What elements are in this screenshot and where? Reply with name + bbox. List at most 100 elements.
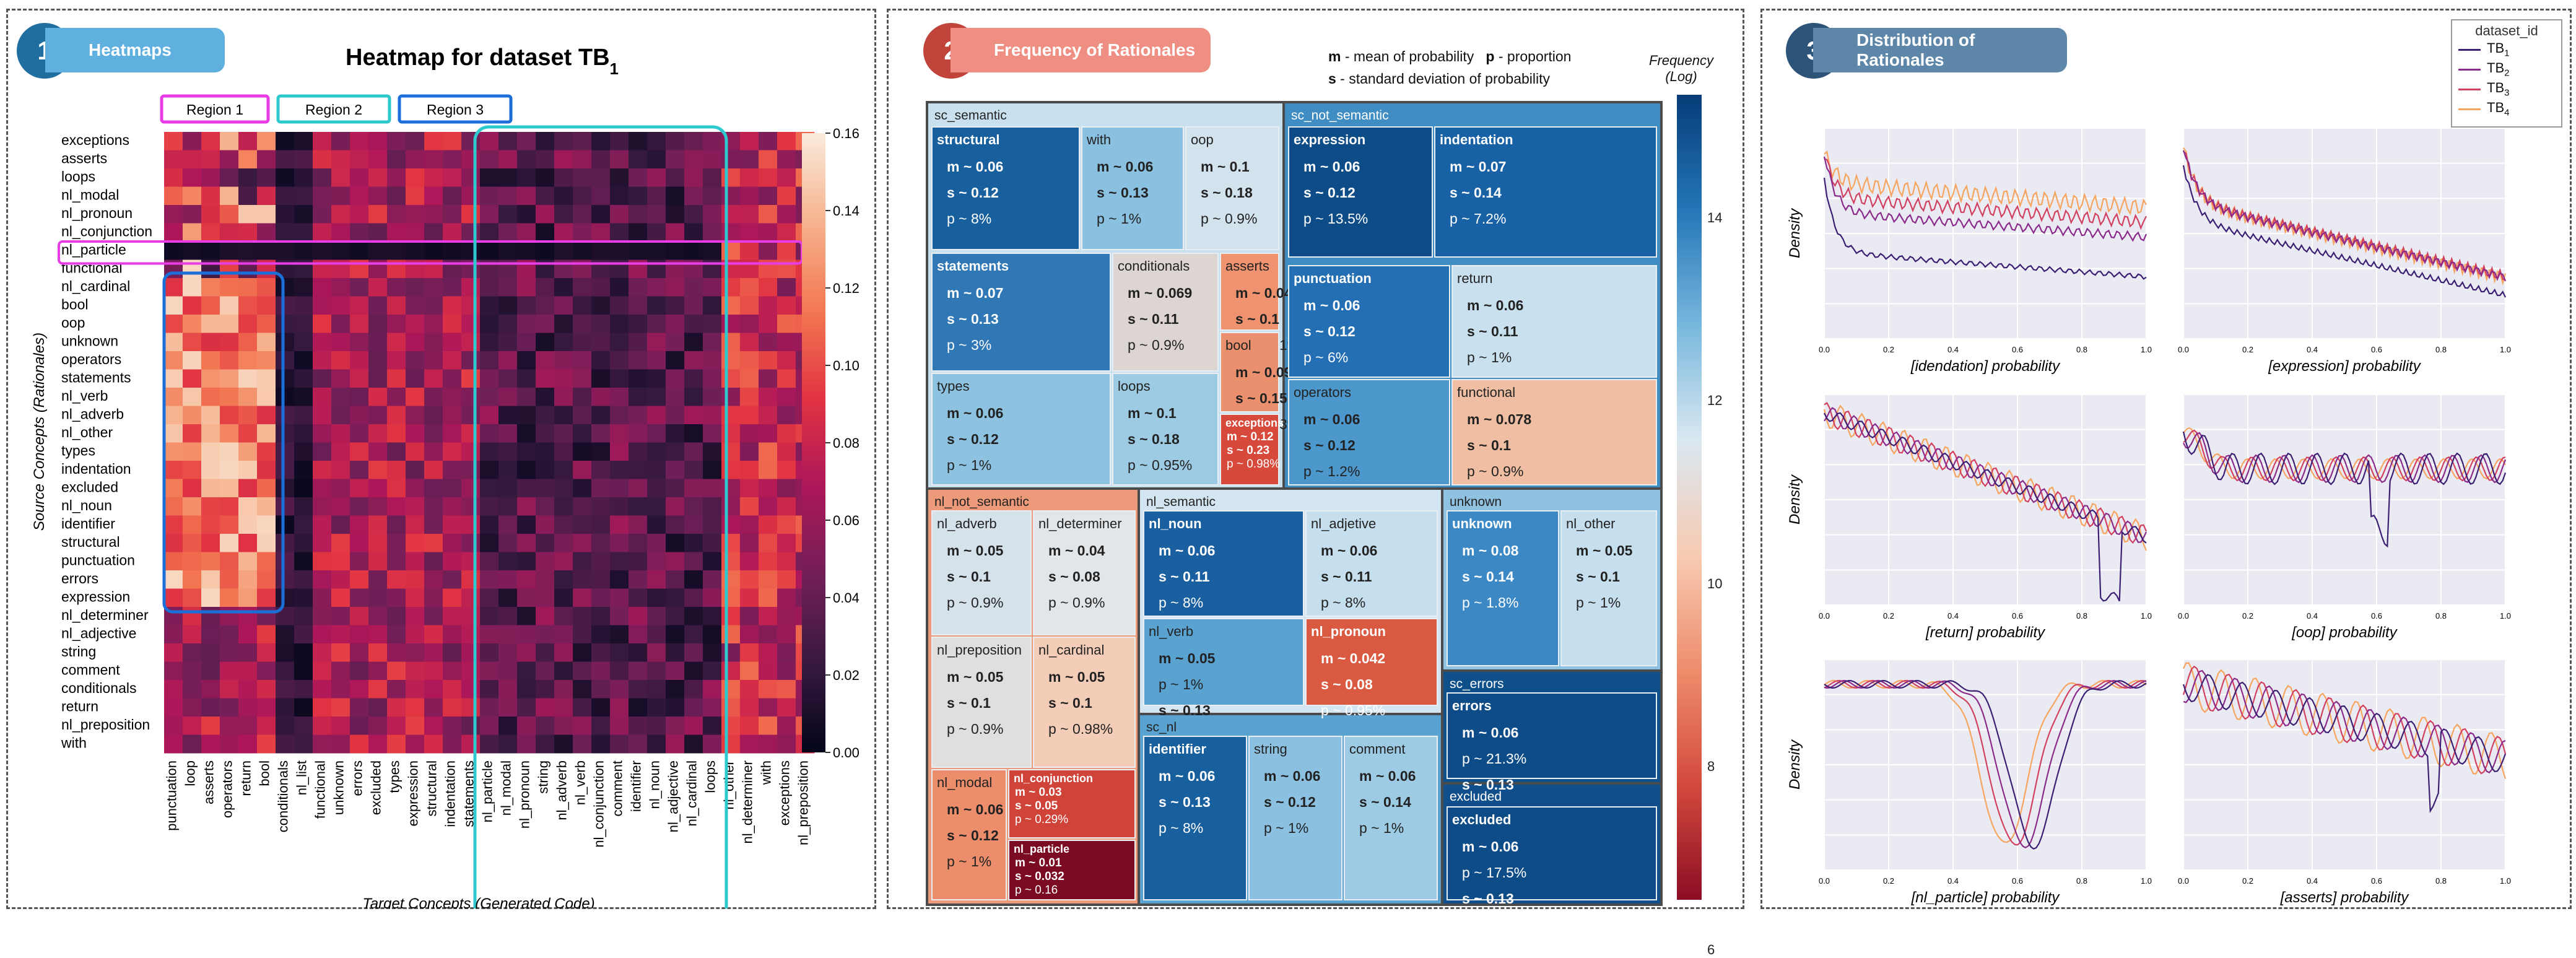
heatmap-cell — [573, 552, 592, 571]
heatmap-cell — [684, 716, 703, 735]
treemap-legend: m - mean of probability p - proportion s… — [1328, 48, 1572, 87]
heatmap-cell — [666, 479, 685, 498]
heatmap-cell — [554, 734, 573, 754]
heatmap-cell — [591, 607, 611, 625]
heatmap-cell — [276, 552, 295, 571]
heatmap-cell — [684, 205, 703, 224]
treemap-tile-name: statements — [937, 258, 1009, 274]
x-tick-label: 0.2 — [1883, 611, 1894, 621]
heatmap-cell — [647, 315, 666, 333]
heatmap-cell — [703, 570, 722, 589]
heatmap-cell — [610, 150, 629, 169]
heatmap-cell — [238, 607, 258, 625]
heatmap-cell — [666, 296, 685, 315]
heatmap-cell — [164, 223, 183, 242]
heatmap-cell — [629, 461, 648, 479]
heatmap-cell — [740, 643, 759, 662]
heatmap-cell — [721, 424, 741, 443]
region-label: Region 1 — [186, 102, 243, 118]
heatmap-cell — [759, 369, 778, 388]
heatmap-cell — [759, 351, 778, 370]
heatmap-cell — [498, 479, 518, 498]
heatmap-cell — [387, 588, 406, 607]
treemap-tile — [931, 769, 1007, 900]
heatmap-cell — [666, 442, 685, 461]
heatmap-cell — [406, 223, 425, 242]
heatmap-cell — [164, 734, 183, 754]
heatmap-cell — [666, 625, 685, 644]
heatmap-cell — [220, 461, 239, 479]
heatmap-cell — [387, 734, 406, 754]
x-tick-label: 0.6 — [2012, 611, 2023, 621]
heatmap-cell — [759, 534, 778, 552]
heatmap-cell — [276, 150, 295, 169]
heatmap-cell — [684, 552, 703, 571]
heatmap-cell — [573, 661, 592, 681]
heatmap-cell — [740, 515, 759, 534]
heatmap-cell — [276, 625, 295, 644]
heatmap-cell — [424, 223, 443, 242]
heatmap-cell — [294, 132, 313, 150]
heatmap-cell — [461, 369, 481, 388]
heatmap-cell — [629, 315, 648, 333]
heatmap-cell — [721, 716, 741, 735]
x-tick-label: 0.0 — [1819, 345, 1830, 354]
heatmap-col-label: loops — [703, 760, 718, 793]
region-label-box — [398, 94, 513, 124]
treemap-tile-stat: p ~ 21.3% — [1462, 751, 1526, 767]
treemap-tile-name: excluded — [1452, 812, 1511, 827]
heatmap-cell — [368, 734, 388, 754]
heatmap-col-label: nl_conjunction — [591, 760, 607, 848]
heatmap-cell — [629, 552, 648, 571]
heatmap-cell — [387, 205, 406, 224]
heatmap-cell — [498, 534, 518, 552]
heatmap-cell — [424, 296, 443, 315]
heatmap-cell — [498, 698, 518, 717]
heatmap-cell — [666, 242, 685, 260]
heatmap-cell — [777, 442, 796, 461]
heatmap-cell — [721, 552, 741, 571]
treemap-tile-name: comment — [1349, 741, 1405, 757]
heatmap-cell — [387, 534, 406, 552]
heatmap-cell — [183, 186, 202, 206]
heatmap-cell — [498, 661, 518, 681]
density-curve — [1824, 679, 2147, 850]
heatmap-cell — [461, 388, 481, 406]
heatmap-cell — [536, 479, 555, 498]
legend-label: TB2 — [2487, 60, 2510, 79]
heatmap-cell — [777, 369, 796, 388]
colorbar-tick-label: 0.02 — [833, 668, 859, 683]
heatmap-cell — [629, 716, 648, 735]
heatmap-cell — [368, 369, 388, 388]
heatmap-cell — [759, 625, 778, 644]
heatmap-cell — [517, 515, 536, 534]
heatmap-cell — [276, 698, 295, 717]
colorbar-tick-label: 0.08 — [833, 435, 859, 451]
heatmap-cell — [368, 534, 388, 552]
heatmap-cell — [647, 734, 666, 754]
heatmap-cell — [350, 278, 369, 297]
density-curve — [1824, 412, 2147, 602]
heatmap-cell — [164, 625, 183, 644]
heatmap-cell — [331, 515, 350, 534]
treemap-tile-stat: p ~ 0.95% — [1128, 457, 1192, 473]
heatmap-cell — [759, 588, 778, 607]
heatmap-cell — [350, 168, 369, 187]
heatmap-cell — [350, 424, 369, 443]
heatmap-cell — [350, 534, 369, 552]
treemap-tile-name: indentation — [1440, 132, 1513, 147]
heatmap-cell — [294, 333, 313, 352]
heatmap-cell — [517, 351, 536, 370]
heatmap-cell — [591, 643, 611, 662]
heatmap-row-label: nl_cardinal — [61, 278, 130, 294]
heatmap-cell — [276, 351, 295, 370]
heatmap-row-label: identifier — [61, 516, 115, 532]
heatmap-cell — [759, 278, 778, 297]
heatmap-cell — [164, 278, 183, 297]
heatmap-cell — [517, 442, 536, 461]
heatmap-cell — [740, 278, 759, 297]
treemap-tile-name: nl_cardinal — [1038, 642, 1104, 658]
heatmap-cell — [461, 534, 481, 552]
heatmap-cell — [294, 168, 313, 187]
heatmap-cell — [183, 205, 202, 224]
